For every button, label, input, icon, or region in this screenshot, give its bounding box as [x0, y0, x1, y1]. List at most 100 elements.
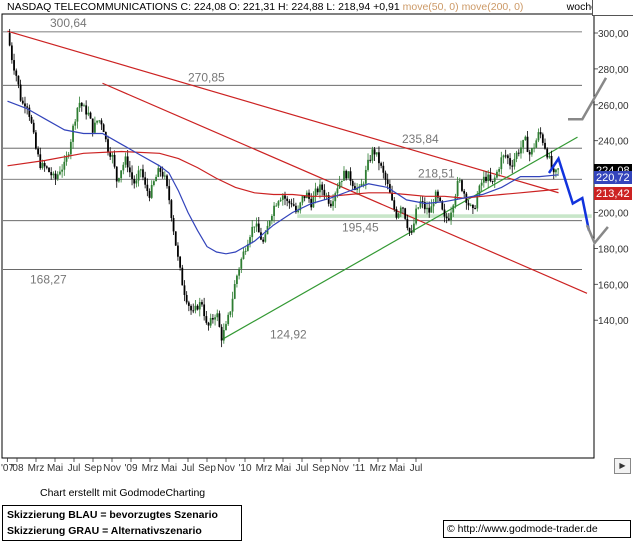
x-tick-label: Mrz [28, 463, 45, 474]
candle-body [144, 177, 147, 185]
source-url[interactable]: © http://www.godmode-trader.de [443, 520, 631, 538]
candle-body [277, 201, 280, 206]
candle-body [10, 45, 13, 61]
candle-body [246, 244, 249, 251]
candle-body [292, 204, 295, 206]
candle-body [364, 169, 367, 184]
x-tick-label: Sep [84, 463, 102, 474]
candle-body [107, 139, 109, 153]
legend-blue: Skizzierung BLAU = bevorzugtes Szenario [7, 509, 218, 521]
candle-body [198, 302, 201, 310]
x-tick-label: Mrz [370, 463, 387, 474]
candle-body [28, 107, 31, 117]
level-label: 124,92 [270, 327, 307, 341]
candle-body [522, 139, 525, 148]
candle-body [19, 84, 22, 101]
candle-body [458, 180, 461, 182]
candle-body [124, 156, 127, 165]
candle-body [253, 226, 256, 228]
candle-body [35, 132, 37, 149]
candle-body [161, 171, 164, 177]
candle-body [439, 197, 442, 202]
candle-body [469, 204, 472, 206]
level-labels: 300,64 270,85 235,84 218,51 195,45 168,27 124,… [30, 16, 455, 341]
candle-body [32, 122, 35, 133]
scroll-right-icon[interactable]: ▶ [614, 458, 631, 474]
candle-body [295, 205, 297, 213]
candle-body [375, 152, 378, 155]
moving-average-label: move(50, 0) move(200, 0) [402, 1, 524, 13]
candle-body [340, 180, 343, 182]
candle-body [369, 159, 372, 161]
candle-body [242, 251, 245, 259]
candle-body [548, 155, 551, 158]
candle-body [456, 180, 459, 197]
y-tick-label: 300,00 [598, 29, 629, 40]
candle-body [152, 181, 155, 185]
x-tick-label: '09 [124, 463, 137, 474]
candle-body [539, 132, 542, 135]
trendline-red-lower [102, 82, 588, 294]
candle-body [183, 285, 186, 295]
candle-body [94, 122, 96, 133]
candle-body [96, 120, 98, 123]
candle-body [382, 165, 385, 173]
candle-body [240, 258, 243, 269]
candle-body [8, 33, 11, 46]
candle-body [303, 195, 306, 199]
candle-body [168, 186, 171, 201]
candle-body [325, 195, 328, 197]
x-tick-label: Nov [331, 463, 349, 474]
candle-body [428, 207, 431, 213]
candle-body [179, 256, 182, 268]
candle-body [196, 305, 199, 310]
candle-body [231, 298, 234, 312]
candle-body [384, 172, 387, 180]
candle-body [102, 124, 105, 133]
horizontal-levels [3, 31, 582, 270]
candle-body [533, 147, 535, 149]
candle-body [528, 151, 531, 155]
y-tick-label: 200,00 [598, 209, 629, 220]
candle-body [85, 105, 88, 115]
candle-body [45, 166, 48, 168]
candle-body [192, 310, 195, 312]
candle-body [415, 208, 417, 224]
candle-body [21, 100, 24, 104]
candle-body [472, 204, 474, 209]
x-tick-label: '10 [238, 463, 251, 474]
x-tick-label: Mai [275, 463, 291, 474]
candle-body [327, 195, 330, 204]
period-selector[interactable]: woche [566, 1, 597, 13]
candle-body [87, 112, 90, 115]
candle-body [334, 193, 337, 202]
candle-body [113, 154, 116, 167]
candle-body [447, 218, 450, 221]
candle-body [54, 173, 57, 179]
candle-body [128, 167, 131, 173]
candle-body [301, 195, 304, 203]
x-tick-label: Sep [198, 463, 216, 474]
plot-frame [1, 13, 595, 459]
candle-body [386, 179, 389, 185]
candle-body [109, 152, 112, 157]
candle-body [445, 216, 448, 219]
candle-body [249, 237, 251, 245]
ma50-line [7, 100, 559, 255]
y-tick-label: 180,00 [598, 244, 629, 255]
candle-body [286, 198, 289, 201]
x-tick-label: Mrz [142, 463, 159, 474]
candlestick-series [8, 28, 560, 348]
candle-body [155, 176, 157, 182]
candle-body [190, 305, 192, 311]
ma200-line [7, 150, 559, 199]
candle-body [555, 169, 557, 173]
candle-body [229, 311, 232, 315]
candle-body [80, 102, 83, 107]
candle-body [209, 318, 212, 326]
candle-body [354, 186, 356, 190]
candle-body [290, 203, 293, 205]
candle-body [360, 183, 363, 187]
candle-body [517, 152, 520, 154]
candle-body [214, 317, 216, 320]
